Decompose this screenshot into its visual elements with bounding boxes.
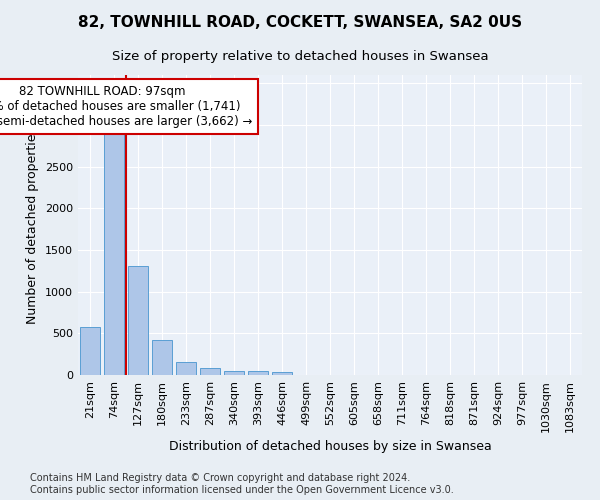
Bar	[248, 371, 268, 375]
Y-axis label: Number of detached properties: Number of detached properties	[26, 126, 40, 324]
Bar	[80, 326, 100, 375]
Text: Size of property relative to detached houses in Swansea: Size of property relative to detached ho…	[112, 50, 488, 63]
Bar	[200, 368, 220, 375]
Bar	[272, 372, 292, 375]
Text: 82 TOWNHILL ROAD: 97sqm
← 32% of detached houses are smaller (1,741)
67% of semi: 82 TOWNHILL ROAD: 97sqm ← 32% of detache…	[0, 85, 252, 128]
Bar	[104, 132, 124, 375]
Bar	[128, 266, 148, 375]
Text: 82, TOWNHILL ROAD, COCKETT, SWANSEA, SA2 0US: 82, TOWNHILL ROAD, COCKETT, SWANSEA, SA2…	[78, 15, 522, 30]
Bar	[152, 340, 172, 375]
X-axis label: Distribution of detached houses by size in Swansea: Distribution of detached houses by size …	[169, 440, 491, 453]
Bar	[176, 362, 196, 375]
Bar	[224, 371, 244, 375]
Text: Contains HM Land Registry data © Crown copyright and database right 2024.
Contai: Contains HM Land Registry data © Crown c…	[30, 474, 454, 495]
